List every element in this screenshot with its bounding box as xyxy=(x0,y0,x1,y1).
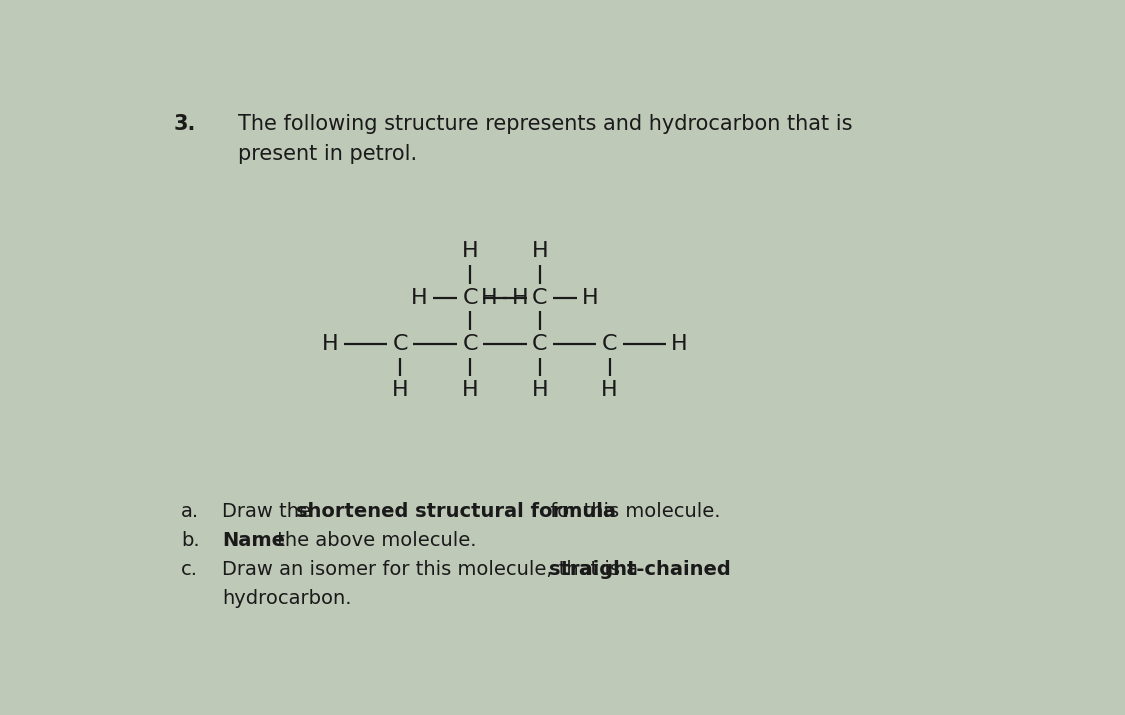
Text: for this molecule.: for this molecule. xyxy=(543,502,720,521)
Text: H: H xyxy=(531,380,548,400)
Text: shortened structural formula: shortened structural formula xyxy=(296,502,615,521)
Text: H: H xyxy=(512,287,529,307)
Text: C: C xyxy=(532,287,548,307)
Text: C: C xyxy=(602,334,618,354)
Text: H: H xyxy=(392,380,408,400)
Text: Draw the: Draw the xyxy=(222,502,317,521)
Text: the above molecule.: the above molecule. xyxy=(271,531,476,550)
Text: H: H xyxy=(412,287,428,307)
Text: c.: c. xyxy=(181,560,198,579)
Text: C: C xyxy=(462,334,478,354)
Text: Name: Name xyxy=(222,531,285,550)
Text: H: H xyxy=(482,287,497,307)
Text: H: H xyxy=(322,334,339,354)
Text: a.: a. xyxy=(181,502,199,521)
Text: H: H xyxy=(670,334,687,354)
Text: b.: b. xyxy=(181,531,199,550)
Text: H: H xyxy=(582,287,598,307)
Text: hydrocarbon.: hydrocarbon. xyxy=(222,589,351,608)
Text: present in petrol.: present in petrol. xyxy=(237,144,416,164)
Text: H: H xyxy=(461,242,478,262)
Text: H: H xyxy=(531,242,548,262)
Text: Draw an isomer for this molecule, that is a: Draw an isomer for this molecule, that i… xyxy=(222,560,645,579)
Text: H: H xyxy=(601,380,618,400)
Text: The following structure represents and hydrocarbon that is: The following structure represents and h… xyxy=(237,114,852,134)
Text: H: H xyxy=(461,380,478,400)
Text: C: C xyxy=(532,334,548,354)
Text: C: C xyxy=(462,287,478,307)
Text: C: C xyxy=(393,334,408,354)
Text: straight-chained: straight-chained xyxy=(549,560,731,579)
Text: 3.: 3. xyxy=(173,114,196,134)
